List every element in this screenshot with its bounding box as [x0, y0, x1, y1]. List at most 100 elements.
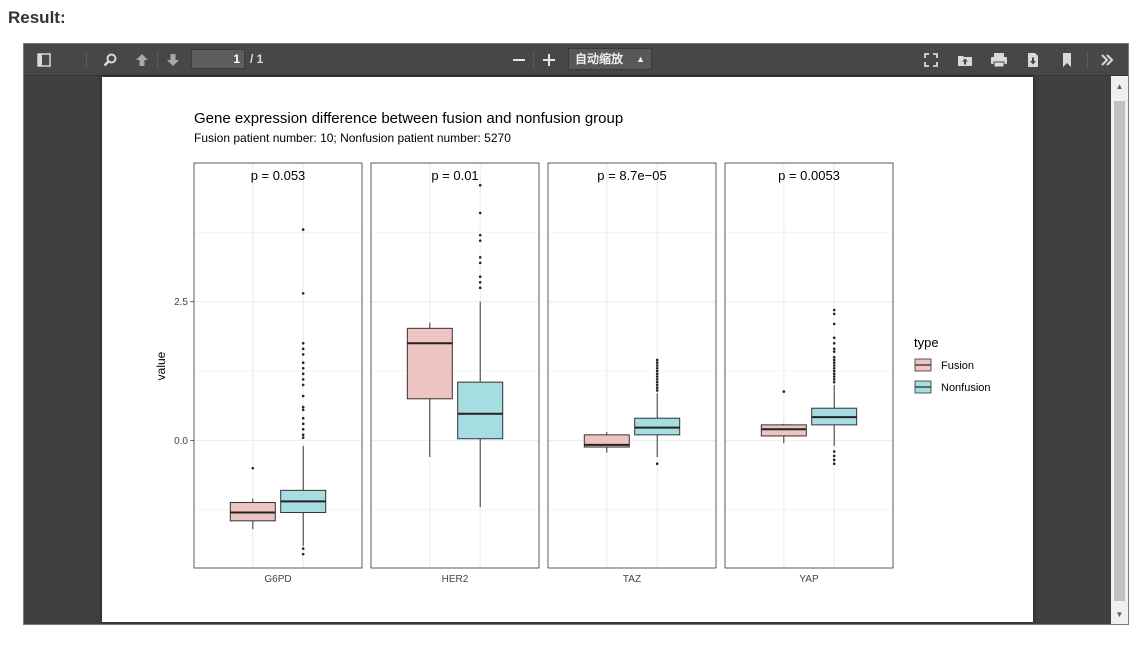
find-button[interactable]: [98, 48, 122, 72]
outlier-point: [301, 353, 305, 356]
zoom-out-button[interactable]: [508, 48, 530, 72]
outlier-point: [301, 342, 305, 345]
outlier-point: [832, 380, 836, 384]
box-nonfusion: [457, 381, 504, 440]
search-icon: [103, 53, 117, 67]
outlier-point: [301, 405, 305, 409]
p-value-label: p = 0.01: [431, 168, 478, 183]
previous-page-button[interactable]: [130, 48, 154, 72]
outlier-point: [655, 358, 659, 362]
outlier-point: [832, 454, 836, 458]
print-button[interactable]: [987, 48, 1011, 72]
x-tick-label: HER2: [442, 574, 469, 585]
updown-arrow-icon: ▲: [636, 54, 645, 64]
outlier-point: [301, 433, 305, 437]
toolbar-separator: [157, 52, 158, 68]
outlier-point: [655, 386, 659, 389]
download-button[interactable]: [1021, 48, 1045, 72]
scrollbar-thumb[interactable]: [1114, 101, 1125, 601]
open-file-button[interactable]: [953, 48, 977, 72]
outlier-point: [832, 308, 836, 312]
page-number-input[interactable]: 1: [191, 49, 245, 69]
bookmark-icon: [1063, 53, 1071, 67]
outlier-point: [655, 375, 659, 378]
outlier-point: [782, 390, 786, 393]
legend-title: type: [914, 335, 939, 350]
outlier-point: [655, 462, 659, 465]
zoom-in-button[interactable]: [538, 48, 560, 72]
outlier-point: [832, 342, 836, 345]
outlier-point: [478, 183, 482, 187]
sidebar-icon: [37, 53, 51, 67]
chart-title: Gene expression difference between fusio…: [194, 110, 623, 127]
legend-label-nonfusion: Nonfusion: [941, 382, 991, 394]
outlier-point: [301, 547, 305, 550]
p-value-label: p = 0.0053: [778, 168, 840, 183]
tools-menu-button[interactable]: [1095, 48, 1119, 72]
outlier-point: [478, 275, 482, 279]
toolbar-separator: [1087, 52, 1088, 68]
plus-icon: [543, 54, 555, 66]
outlier-point: [832, 336, 836, 340]
outlier-point: [301, 347, 305, 351]
box-fusion: [406, 327, 453, 400]
legend-label-fusion: Fusion: [941, 360, 974, 372]
outlier-point: [301, 552, 305, 556]
boxplot-chart: Gene expression difference between fusio…: [154, 110, 991, 585]
outlier-point: [832, 372, 836, 376]
outlier-point: [301, 436, 305, 439]
facet-panel-her2: [370, 162, 540, 569]
outlier-point: [832, 361, 836, 365]
toolbar-separator: [86, 52, 87, 68]
outlier-point: [478, 261, 482, 265]
outlier-point: [655, 369, 659, 373]
facet-panel-yap: [724, 162, 894, 569]
outlier-point: [655, 361, 659, 365]
outlier-point: [832, 312, 836, 316]
sidebar-toggle-button[interactable]: [32, 48, 56, 72]
outlier-point: [478, 233, 482, 237]
outlier-point: [478, 211, 482, 215]
page-count: / 1: [250, 52, 264, 66]
outlier-point: [478, 256, 482, 259]
next-page-button[interactable]: [161, 48, 185, 72]
pdf-viewer: 1 / 1 自动缩放 ▲: [23, 43, 1129, 625]
x-tick-label: YAP: [799, 574, 819, 585]
result-label: Result:: [8, 8, 66, 27]
outlier-point: [301, 292, 305, 295]
outlier-point: [832, 347, 836, 351]
minus-icon: [513, 59, 525, 61]
outlier-point: [832, 462, 836, 465]
outlier-point: [301, 366, 305, 370]
zoom-select[interactable]: 自动缩放 ▲: [568, 48, 652, 70]
y-axis-label: value: [154, 351, 168, 380]
outlier-point: [832, 450, 836, 453]
scroll-up-arrow-icon[interactable]: ▲: [1115, 81, 1124, 91]
p-value-label: p = 8.7e−05: [597, 168, 666, 183]
facet-panel-taz: [547, 162, 717, 569]
outlier-point: [478, 239, 482, 242]
scroll-down-arrow-icon[interactable]: ▼: [1115, 609, 1124, 619]
box-nonfusion: [634, 417, 681, 436]
outlier-point: [832, 366, 836, 370]
x-tick-label: G6PD: [264, 574, 291, 585]
x-tick-label: TAZ: [623, 574, 641, 585]
presentation-mode-button[interactable]: [919, 48, 943, 72]
outlier-point: [832, 364, 836, 367]
zoom-select-value: 自动缩放: [575, 52, 624, 66]
outlier-point: [655, 378, 659, 381]
outlier-point: [832, 369, 836, 373]
chart-subtitle: Fusion patient number: 10; Nonfusion pat…: [194, 131, 511, 145]
vertical-scrollbar[interactable]: ▲ ▼: [1111, 76, 1128, 624]
box-fusion: [760, 424, 807, 437]
bookmark-button[interactable]: [1055, 48, 1079, 72]
outlier-point: [832, 458, 836, 462]
outlier-point: [301, 378, 305, 381]
outlier-point: [251, 466, 255, 470]
outlier-point: [301, 361, 305, 365]
outlier-point: [301, 228, 305, 231]
facet-panel-g6pd: [193, 162, 363, 569]
p-value-label: p = 0.053: [251, 168, 306, 183]
arrow-down-icon: [167, 54, 179, 66]
outlier-point: [301, 416, 305, 420]
